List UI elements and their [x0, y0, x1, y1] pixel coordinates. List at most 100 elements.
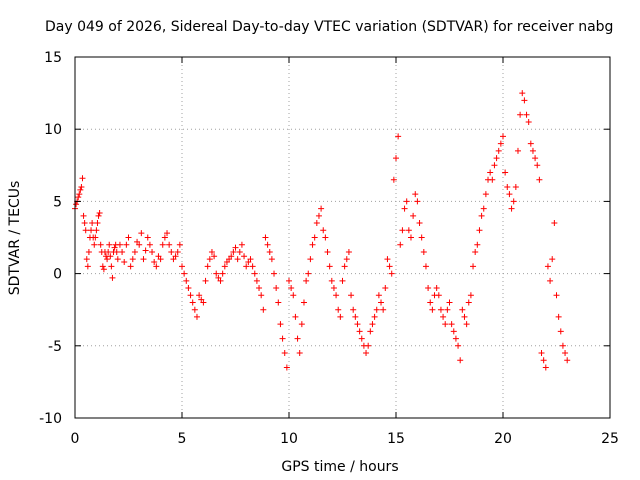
data-point — [273, 285, 280, 292]
data-point — [429, 306, 436, 313]
data-point — [497, 140, 504, 147]
data-point — [337, 313, 344, 320]
data-point — [427, 299, 434, 306]
data-point — [260, 306, 267, 313]
data-point — [157, 256, 164, 263]
data-point — [249, 263, 256, 270]
data-point — [410, 212, 417, 219]
data-point — [549, 256, 556, 263]
data-point — [97, 241, 104, 248]
data-point — [290, 292, 297, 299]
data-point — [283, 364, 290, 371]
data-point — [435, 292, 442, 299]
data-point — [138, 230, 145, 237]
data-point — [472, 248, 479, 255]
data-point — [256, 285, 263, 292]
data-point — [271, 270, 278, 277]
data-point — [238, 241, 245, 248]
data-point — [89, 220, 96, 227]
data-point — [93, 227, 100, 234]
data-point — [313, 220, 320, 227]
data-point — [534, 162, 541, 169]
data-point — [181, 270, 188, 277]
data-point — [540, 357, 547, 364]
data-point — [183, 277, 190, 284]
data-point — [380, 306, 387, 313]
data-point — [206, 256, 213, 263]
data-point — [527, 140, 534, 147]
data-point — [446, 299, 453, 306]
data-point — [114, 256, 121, 263]
data-point — [551, 220, 558, 227]
data-point — [437, 306, 444, 313]
data-point — [525, 118, 532, 125]
data-point — [88, 227, 95, 234]
data-point — [168, 248, 175, 255]
chart-title: Day 049 of 2026, Sidereal Day-to-day VTE… — [45, 19, 613, 35]
data-point — [442, 321, 449, 328]
data-point — [510, 198, 517, 205]
data-point — [405, 227, 412, 234]
data-point — [92, 234, 99, 241]
x-tick-label: 5 — [178, 431, 187, 447]
data-point — [500, 133, 506, 140]
data-point — [375, 292, 382, 299]
data-point — [219, 270, 226, 277]
data-point — [555, 313, 562, 320]
x-axis-ticks: 0 5 10 15 20 25 — [71, 57, 619, 447]
data-point — [83, 256, 90, 263]
data-point — [457, 357, 464, 364]
data-point — [151, 259, 158, 266]
data-point — [268, 256, 275, 263]
data-point — [277, 321, 284, 328]
data-point — [559, 342, 566, 349]
data-point — [536, 176, 543, 183]
data-point — [369, 321, 376, 328]
data-point — [487, 169, 494, 176]
data-point — [294, 335, 301, 342]
data-point — [81, 220, 88, 227]
data-point — [538, 350, 545, 357]
data-point — [365, 342, 372, 349]
data-point — [300, 299, 307, 306]
data-point — [354, 321, 361, 328]
data-point — [352, 313, 359, 320]
data-point — [85, 248, 92, 255]
data-point — [78, 183, 85, 190]
data-point — [187, 292, 194, 299]
data-point — [281, 350, 288, 357]
data-point — [514, 147, 521, 154]
data-points — [72, 90, 571, 371]
data-point — [73, 201, 80, 208]
data-point — [119, 248, 126, 255]
data-point — [403, 198, 410, 205]
data-point — [450, 328, 457, 335]
data-point — [243, 263, 250, 270]
data-point — [232, 244, 239, 251]
x-tick-label: 20 — [494, 431, 512, 447]
data-point — [397, 241, 404, 248]
data-point — [315, 212, 322, 219]
data-point — [455, 342, 462, 349]
data-point — [395, 133, 402, 140]
data-point — [94, 220, 101, 227]
data-point — [153, 263, 160, 270]
x-tick-label: 10 — [280, 431, 298, 447]
data-point — [348, 292, 355, 299]
data-point — [298, 321, 305, 328]
y-axis-ticks: -10 -5 0 5 10 15 — [39, 50, 610, 427]
data-point — [292, 313, 299, 320]
data-point — [82, 227, 89, 234]
y-tick-label: 0 — [53, 267, 62, 283]
data-point — [241, 253, 248, 260]
data-point — [251, 270, 258, 277]
data-point — [320, 227, 327, 234]
data-point — [493, 155, 500, 162]
y-tick-label: 5 — [53, 194, 62, 210]
data-point — [105, 248, 112, 255]
data-point — [266, 248, 273, 255]
data-point — [286, 277, 292, 284]
data-point — [142, 247, 149, 254]
data-point — [371, 313, 378, 320]
data-point — [185, 285, 192, 292]
